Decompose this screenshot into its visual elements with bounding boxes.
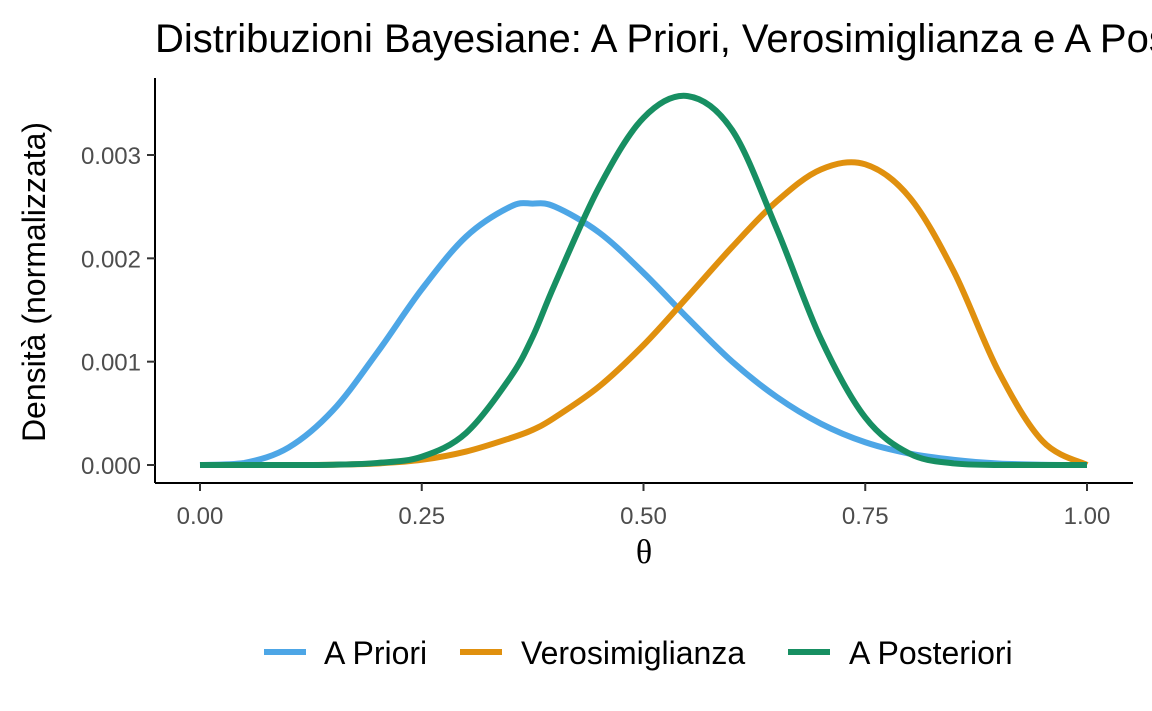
legend-label-verosimiglianza: Verosimiglianza — [521, 635, 745, 671]
series-line-a-posteriori — [200, 92, 1087, 468]
y-ticks: 0.000 0.001 0.002 0.003 — [81, 143, 155, 480]
y-tick-label: 0.001 — [81, 350, 141, 377]
x-tick-label: 0.75 — [842, 503, 889, 530]
legend-label-a-priori: A Priori — [324, 635, 427, 671]
x-tick-label: 0.50 — [620, 503, 667, 530]
x-tick-label: 1.00 — [1064, 503, 1111, 530]
series-lines — [199, 92, 1089, 468]
y-tick-label: 0.000 — [81, 453, 141, 480]
x-axis-title: θ — [636, 534, 652, 571]
x-ticks: 0.00 0.25 0.50 0.75 1.00 — [177, 483, 1111, 530]
x-tick-label: 0.25 — [398, 503, 445, 530]
y-tick-label: 0.002 — [81, 246, 141, 273]
series-line-verosimiglianza — [200, 159, 1089, 468]
series-line-a-priori — [199, 200, 1088, 468]
legend-label-a-posteriori: A Posteriori — [849, 635, 1013, 671]
y-axis-title: Densità (normalizzata) — [16, 122, 52, 442]
y-tick-label: 0.003 — [81, 143, 141, 170]
legend: A Priori Verosimiglianza A Posteriori — [264, 635, 1013, 671]
plot-area: 0.000 0.001 0.002 0.003 0.00 0.25 0.50 0.75 1.0… — [81, 78, 1133, 530]
chart-title: Distribuzioni Bayesiane: A Priori, Veros… — [155, 17, 1152, 61]
x-tick-label: 0.00 — [177, 503, 224, 530]
